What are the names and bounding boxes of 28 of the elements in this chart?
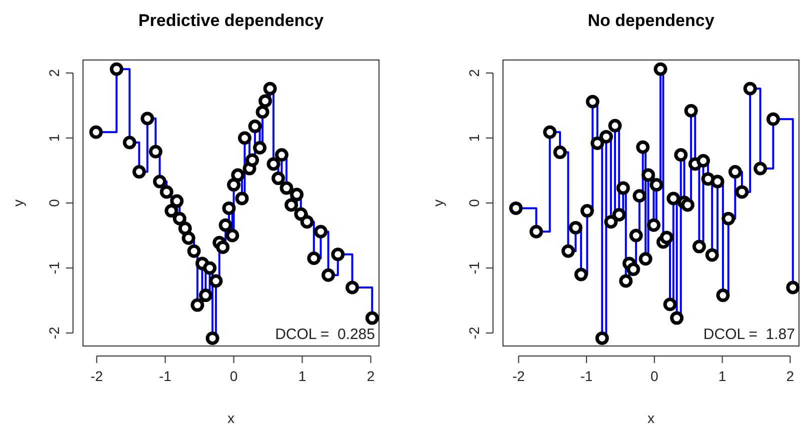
x-tick-label: 2 [786, 368, 794, 384]
x-tick-label: 2 [366, 368, 375, 384]
y-tick-label: -2 [46, 326, 62, 340]
x-tick-label: 0 [650, 368, 658, 384]
x-tick-label: -1 [158, 368, 172, 384]
chart-title: Predictive dependency [138, 11, 324, 30]
y-tick-label: 1 [46, 134, 62, 142]
annotation: DCOL = 1.87 [703, 326, 795, 343]
y-tick-label: 2 [466, 68, 482, 77]
y-axis-title: y [430, 200, 446, 206]
x-tick-label: -1 [580, 368, 593, 384]
x-tick-label: -2 [90, 368, 104, 384]
y-tick-label: -2 [466, 326, 482, 340]
y-tick-label: -1 [46, 262, 62, 274]
y-axis-title: y [10, 200, 26, 206]
y-tick-label: 0 [46, 198, 62, 207]
chart-title: No dependency [588, 11, 715, 30]
x-axis-title: x [648, 410, 654, 426]
x-axis-title: x [228, 410, 234, 426]
x-tick-label: 1 [298, 368, 306, 384]
y-tick-label: 0 [466, 198, 482, 207]
annotation: DCOL = 0.285 [275, 326, 375, 343]
y-tick-label: 2 [46, 68, 62, 77]
x-tick-label: -2 [512, 368, 526, 384]
y-tick-label: -1 [466, 262, 482, 274]
x-tick-label: 1 [718, 368, 726, 384]
x-tick-label: 0 [230, 368, 238, 384]
y-tick-label: 1 [466, 134, 482, 142]
